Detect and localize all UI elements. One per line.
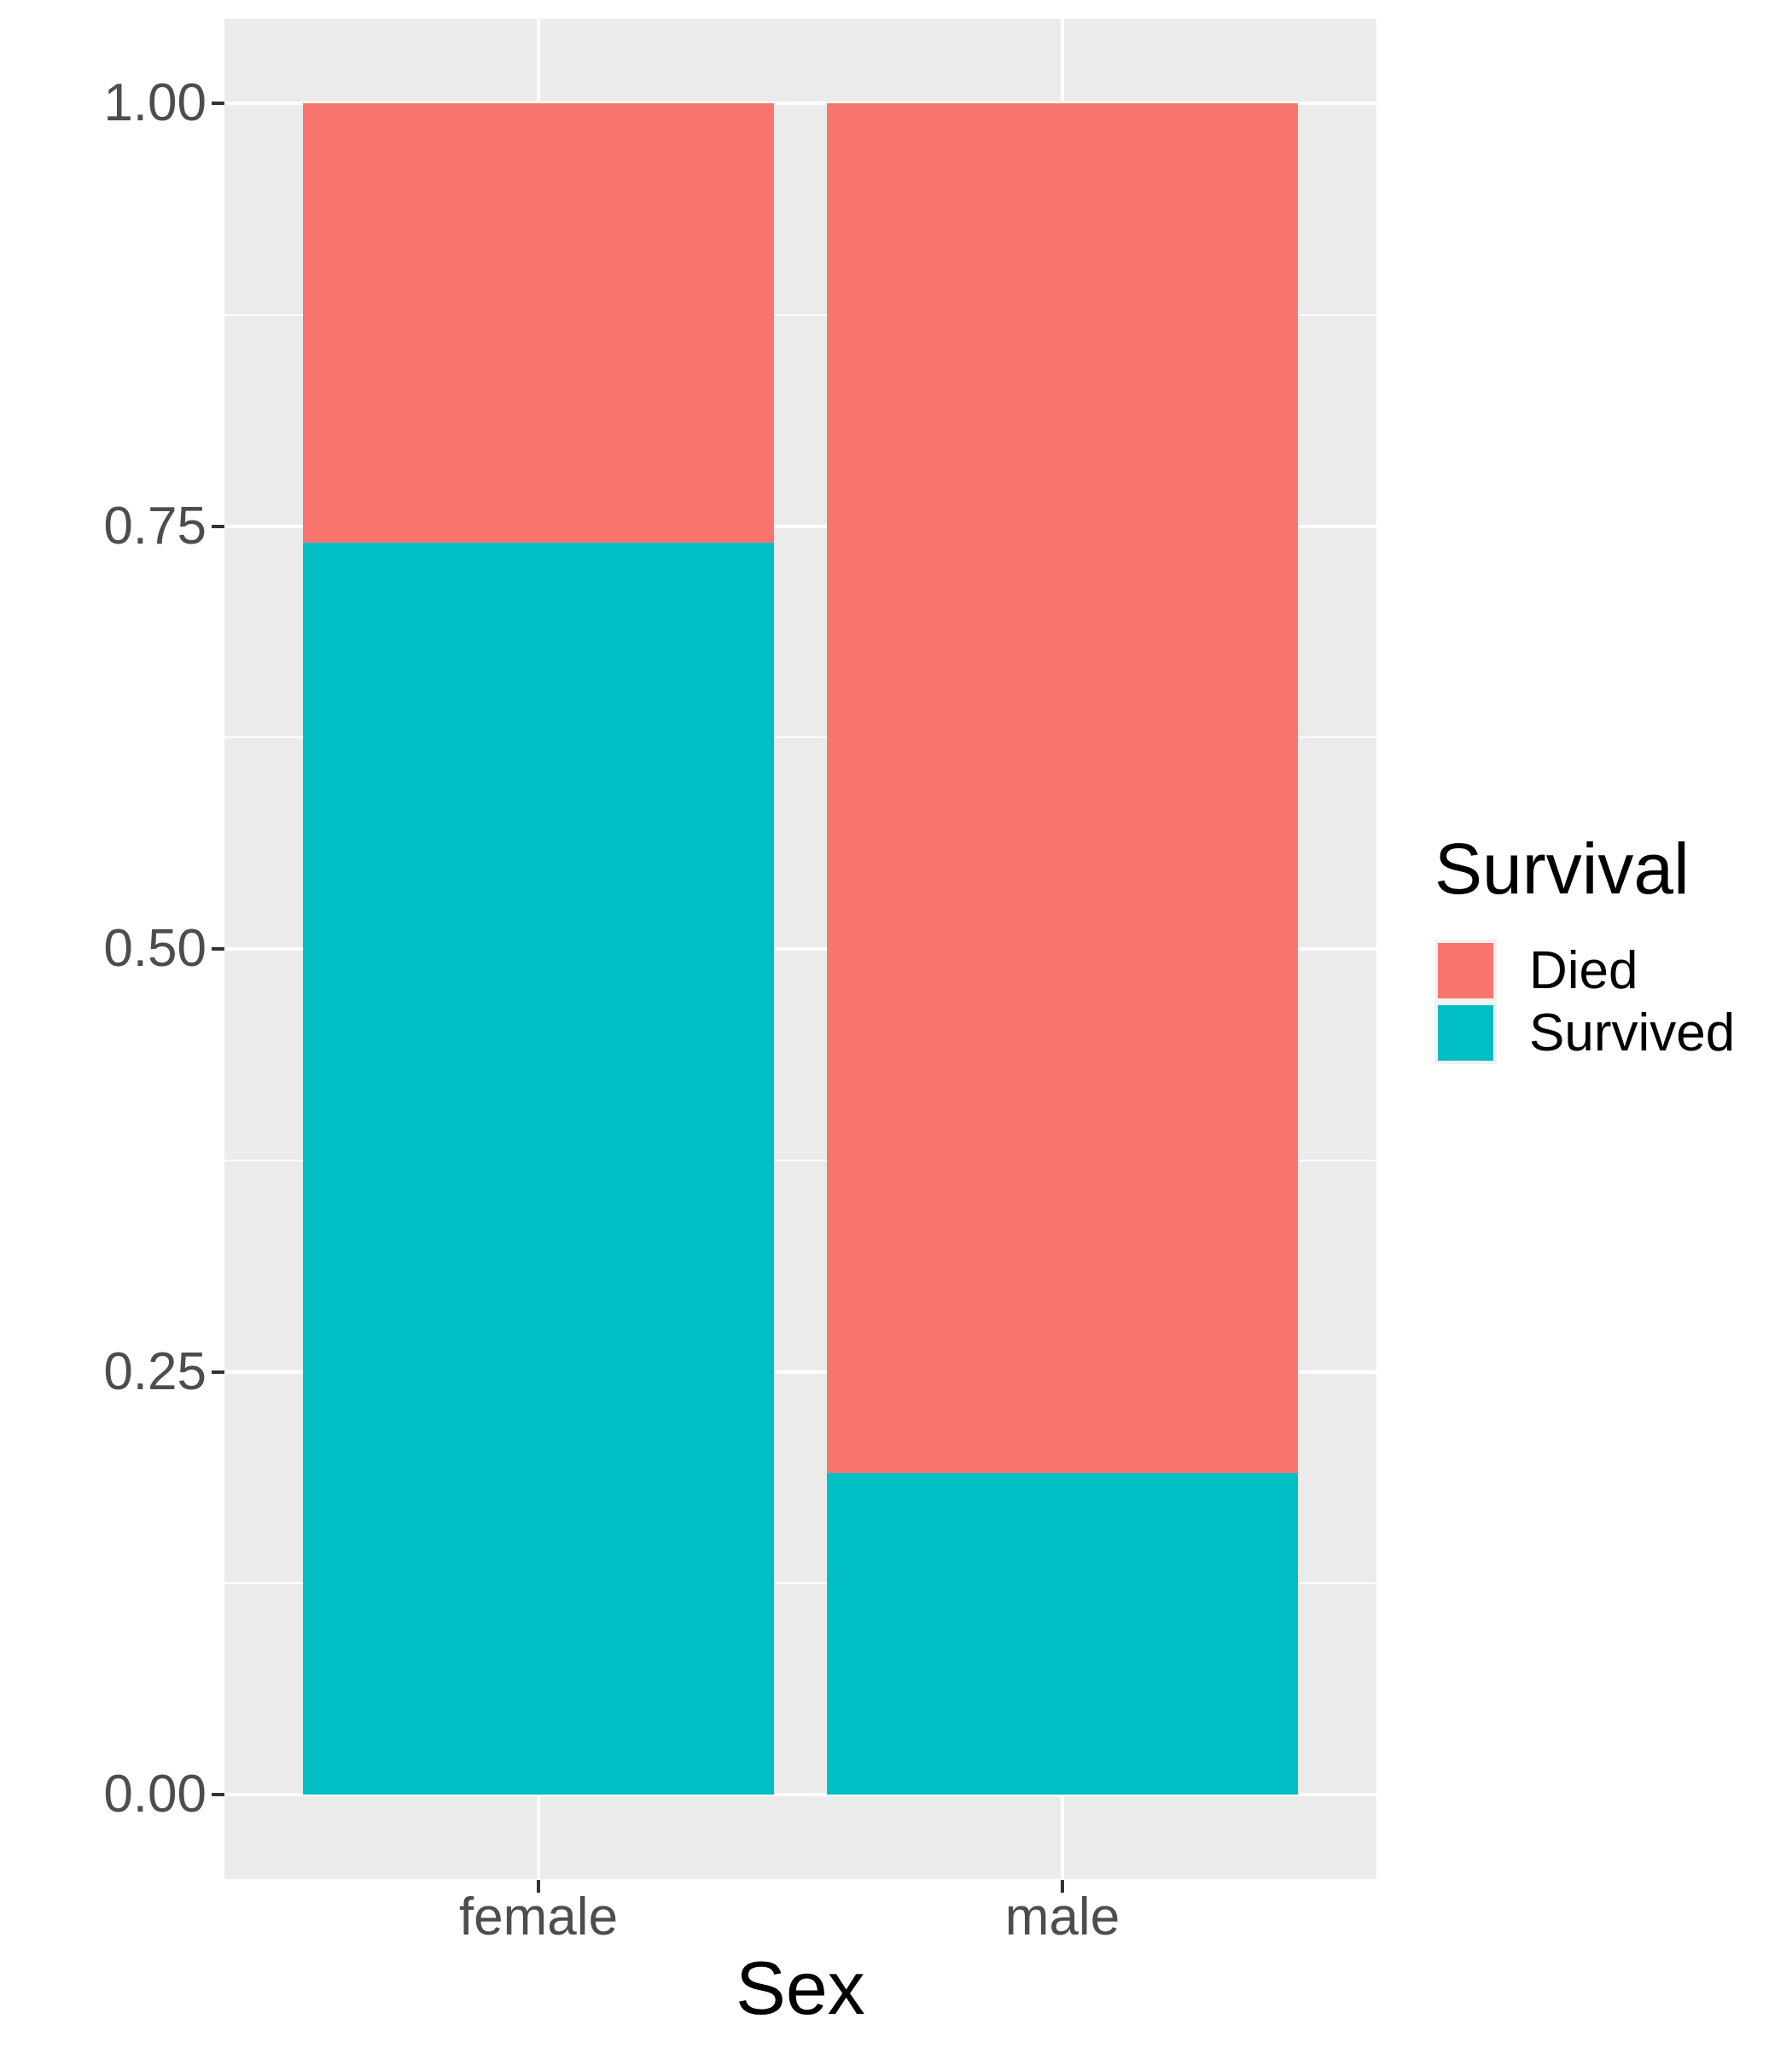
y-tick-mark xyxy=(212,1793,224,1796)
y-tick-mark xyxy=(212,524,224,528)
x-tick-label-female: female xyxy=(458,1888,619,1946)
gridline-minor xyxy=(224,736,1376,739)
x-tick-label-male: male xyxy=(1004,1888,1120,1946)
gridline-major xyxy=(224,524,1376,528)
gridline-minor xyxy=(224,1159,1376,1161)
y-tick-label: 0.25 xyxy=(103,1341,207,1401)
y-tick-label: 0.50 xyxy=(103,919,207,978)
gridline-major xyxy=(224,1370,1376,1374)
legend-swatch-survived-icon xyxy=(1438,1005,1493,1061)
y-tick-label: 0.00 xyxy=(103,1765,207,1824)
gridline-minor xyxy=(224,1582,1376,1585)
y-tick-mark xyxy=(212,1370,224,1374)
legend-title: Survival xyxy=(1434,829,1690,909)
legend-label-died: Died xyxy=(1529,941,1638,1000)
y-tick-label: 0.75 xyxy=(103,496,207,556)
legend-entry-died: Died xyxy=(1434,940,1792,1002)
gridline-major xyxy=(224,102,1376,105)
legend-label-survived: Survived xyxy=(1529,1004,1736,1062)
legend: Survival Died Survived xyxy=(1434,829,1792,1064)
gridline-major xyxy=(224,1793,1376,1796)
legend-entry-survived: Survived xyxy=(1434,1002,1792,1064)
x-axis-title: Sex xyxy=(736,1946,865,2030)
x-tick-mark xyxy=(537,1880,540,1893)
bar-male-survived xyxy=(827,1473,1298,1795)
gridline-major xyxy=(224,947,1376,951)
bar-female-survived xyxy=(303,543,774,1795)
y-tick-mark xyxy=(212,102,224,105)
plot-panel xyxy=(224,19,1376,1879)
x-tick-mark xyxy=(1061,1880,1064,1893)
legend-key-died xyxy=(1434,940,1497,1002)
legend-key-survived xyxy=(1434,1002,1497,1064)
legend-entries: Died Survived xyxy=(1434,940,1792,1064)
gridline-minor xyxy=(224,313,1376,316)
y-tick-label: 1.00 xyxy=(103,73,207,132)
bar-female-died xyxy=(303,103,774,544)
bar-male-died xyxy=(827,103,1298,1474)
y-tick-mark xyxy=(212,947,224,951)
legend-swatch-died-icon xyxy=(1438,943,1493,998)
